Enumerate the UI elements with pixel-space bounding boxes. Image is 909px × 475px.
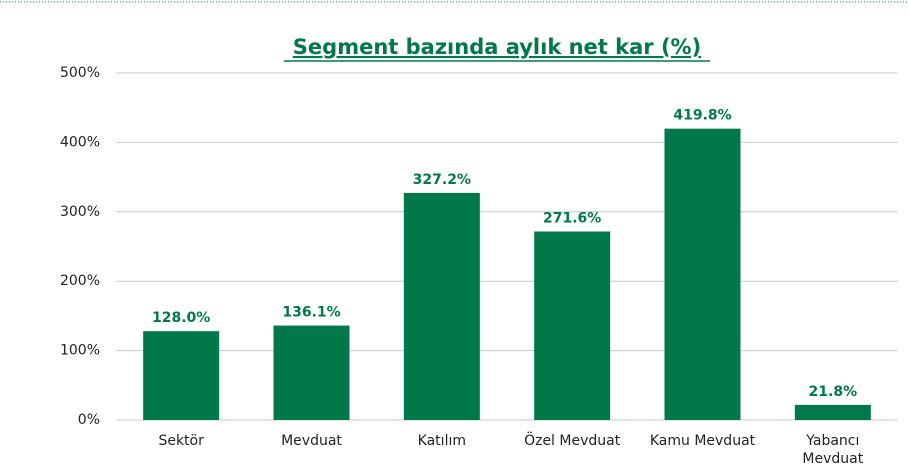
bar [273, 325, 350, 420]
x-tick-label: Kamu Mevduat [649, 433, 756, 449]
bar [794, 404, 871, 420]
x-tick-label: Yabancı Mevduat [802, 433, 864, 467]
chart-title: Segment bazında aylık net kar (%) [293, 35, 701, 59]
value-label: 21.8% [809, 384, 858, 400]
x-tick-label: Katılım [417, 433, 466, 449]
bar [664, 128, 741, 420]
bar [143, 331, 220, 420]
value-label: 136.1% [282, 305, 340, 321]
y-tick-label: 500% [60, 65, 100, 81]
bar [534, 231, 611, 420]
value-label: 419.8% [673, 108, 731, 124]
x-tick-label: Mevduat [281, 433, 342, 449]
value-label: 327.2% [413, 172, 471, 188]
x-tick-label: Sektör [158, 433, 204, 449]
value-label: 128.0% [152, 310, 210, 326]
y-tick-label: 200% [60, 273, 100, 289]
bar [403, 192, 480, 420]
value-label: 271.6% [543, 211, 601, 227]
x-tick-label: Özel Mevduat [524, 433, 621, 449]
y-tick-label: 400% [60, 134, 100, 150]
y-tick-label: 0% [78, 412, 100, 428]
y-tick-label: 100% [60, 343, 100, 359]
y-tick-label: 300% [60, 204, 100, 220]
